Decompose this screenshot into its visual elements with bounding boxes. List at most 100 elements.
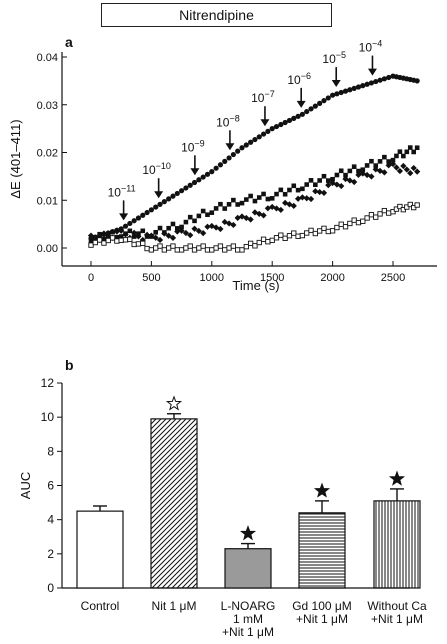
data-point — [291, 183, 297, 189]
data-point — [308, 227, 314, 234]
data-point — [114, 238, 120, 244]
data-point — [204, 171, 211, 177]
data-point — [109, 235, 116, 241]
data-point — [364, 163, 370, 168]
data-point — [308, 106, 314, 112]
significance-star — [165, 395, 183, 411]
data-point — [153, 230, 159, 235]
x-tick-label: 2000 — [320, 272, 344, 284]
data-point — [178, 247, 185, 253]
data-point — [256, 195, 262, 200]
data-point — [217, 243, 224, 249]
series-filled-square — [88, 145, 420, 244]
bar-y-tick-label: 2 — [47, 547, 54, 561]
data-point — [373, 163, 379, 168]
data-point — [191, 179, 198, 186]
data-point — [299, 111, 305, 117]
data-point — [325, 178, 331, 183]
concentration-label: 10−10 — [142, 161, 171, 177]
arrow-head — [190, 168, 200, 176]
data-point — [166, 245, 172, 251]
concentration-annotation: 10−6 — [287, 71, 311, 108]
y-tick-label: 0.00 — [37, 243, 58, 255]
data-point — [360, 218, 366, 224]
data-point — [278, 232, 284, 238]
arrow-head — [154, 191, 164, 199]
bar-category-label: +Nit 1 μM — [222, 625, 274, 639]
bar-category-label: +Nit 1 μM — [371, 612, 423, 626]
data-point — [338, 221, 344, 227]
data-point — [351, 85, 357, 91]
bar-category-label: L-NOARG — [221, 599, 276, 613]
data-point — [389, 160, 397, 168]
data-point — [244, 197, 249, 202]
series-filled-circle — [88, 73, 420, 242]
y-tick-label: 0.02 — [37, 148, 58, 160]
data-point — [161, 199, 167, 205]
data-point — [248, 193, 253, 199]
data-point — [196, 213, 202, 219]
data-point — [373, 78, 379, 85]
data-point — [312, 103, 318, 109]
data-point — [131, 229, 138, 236]
bar-category-label: Control — [81, 599, 120, 613]
data-point — [230, 151, 236, 158]
data-point — [135, 241, 142, 247]
data-point — [342, 88, 349, 94]
arrow-head — [331, 80, 341, 88]
y-tick-label: 0.01 — [37, 195, 58, 207]
arrow-head — [296, 100, 306, 108]
data-point — [364, 81, 370, 87]
arrow-head — [367, 68, 377, 76]
data-point — [368, 80, 375, 86]
data-point — [92, 234, 99, 241]
data-point — [317, 228, 323, 234]
data-point — [213, 165, 219, 171]
data-point — [295, 187, 301, 193]
data-point — [209, 210, 215, 215]
data-point — [101, 236, 107, 242]
data-point — [213, 245, 219, 251]
data-point — [100, 230, 108, 237]
bar — [298, 512, 346, 589]
data-point — [300, 186, 305, 192]
data-point — [338, 168, 344, 174]
data-point — [325, 228, 331, 235]
data-point — [334, 172, 340, 178]
data-point — [360, 167, 366, 172]
data-point — [320, 189, 328, 196]
data-point — [308, 178, 314, 183]
data-point — [153, 204, 159, 210]
label-exponent: −9 — [194, 138, 204, 148]
data-point — [286, 117, 293, 124]
data-point — [364, 215, 370, 221]
data-point — [235, 148, 241, 154]
data-point — [170, 243, 176, 249]
data-point — [360, 83, 366, 89]
data-point — [122, 231, 129, 238]
data-point — [304, 108, 310, 115]
data-point — [265, 128, 271, 134]
data-point — [411, 149, 417, 155]
data-point — [88, 239, 94, 244]
data-point — [397, 149, 403, 154]
data-point — [205, 212, 210, 218]
data-point — [282, 191, 288, 197]
data-point — [161, 247, 167, 253]
data-point — [321, 225, 327, 232]
data-point — [187, 243, 193, 249]
data-point — [235, 202, 240, 207]
x-tick-label: 1000 — [200, 272, 224, 284]
data-point — [187, 214, 193, 220]
data-point — [351, 217, 357, 223]
bar-y-tick-label: 10 — [41, 410, 55, 424]
bar-category-label: +Nit 1 μM — [296, 612, 348, 626]
data-point — [286, 233, 293, 239]
data-point — [217, 225, 224, 233]
data-point — [187, 182, 193, 188]
data-point — [239, 247, 245, 253]
bar-category-label: Without Ca — [367, 599, 427, 613]
data-point — [140, 240, 146, 247]
data-point — [97, 231, 102, 237]
